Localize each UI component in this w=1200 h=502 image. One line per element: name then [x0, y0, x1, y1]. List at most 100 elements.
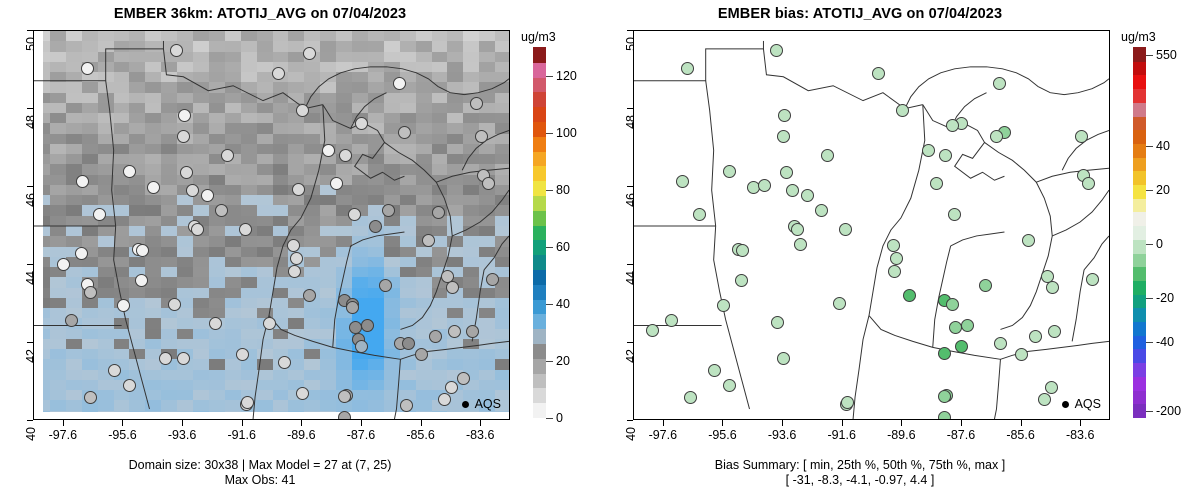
- colorbar-segment: [533, 387, 546, 404]
- raster-cell: [161, 102, 178, 114]
- raster-cell: [320, 82, 337, 94]
- raster-cell: [272, 82, 290, 94]
- raster-cell: [65, 92, 83, 104]
- raster-cell: [320, 328, 337, 340]
- raster-cell: [320, 236, 337, 248]
- raster-cell: [304, 133, 321, 145]
- y-axis-bias: 40 42 44 46 48 50: [600, 30, 638, 441]
- raster-cell: [256, 133, 274, 145]
- observation-point: [1015, 348, 1029, 362]
- raster-cell: [224, 328, 242, 340]
- raster-cell: [161, 51, 178, 63]
- raster-cell: [224, 154, 242, 166]
- raster-cell: [256, 195, 274, 207]
- raster-cell: [193, 246, 210, 258]
- observation-point: [994, 336, 1008, 350]
- raster-cell: [193, 31, 210, 42]
- raster-cell: [113, 349, 131, 361]
- raster-cell: [97, 113, 115, 125]
- raster-cell: [479, 390, 496, 402]
- raster-cell: [113, 226, 131, 237]
- raster-cell: [97, 246, 115, 258]
- raster-cell: [145, 102, 162, 114]
- raster-cell: [415, 277, 433, 289]
- raster-cell: [145, 92, 162, 104]
- raster-cell: [177, 328, 194, 340]
- raster-cell: [383, 133, 401, 145]
- raster-cell: [65, 195, 83, 207]
- raster-cell: [431, 297, 449, 309]
- raster-cell: [272, 31, 290, 42]
- raster-cell: [336, 61, 353, 73]
- raster-cell: [304, 92, 321, 104]
- raster-cell: [367, 338, 385, 350]
- raster-cell: [288, 287, 305, 299]
- observation-point: [793, 237, 807, 251]
- raster-cell: [320, 31, 337, 42]
- aqs-legend-label: AQS: [474, 397, 501, 411]
- observation-point: [456, 371, 470, 385]
- raster-cell: [193, 61, 210, 73]
- raster-cell: [352, 174, 369, 186]
- observation-point: [470, 96, 484, 110]
- raster-cell: [145, 51, 162, 63]
- colorbar-tick: [546, 418, 553, 419]
- raster-cell: [224, 359, 242, 371]
- raster-cell: [208, 82, 226, 94]
- raster-cell: [240, 143, 258, 155]
- raster-cell: [479, 236, 496, 248]
- raster-cell: [161, 308, 178, 320]
- raster-cell: [113, 338, 131, 350]
- raster-cell: [97, 164, 115, 176]
- raster-cell: [97, 123, 115, 135]
- raster-cell: [352, 143, 369, 155]
- raster-cell: [49, 133, 67, 145]
- raster-cell: [272, 205, 290, 217]
- raster-cell: [399, 41, 417, 53]
- raster-cell: [193, 133, 210, 145]
- colorbar-segment: [1133, 129, 1146, 144]
- raster-cell: [304, 277, 321, 289]
- raster-cell: [145, 318, 162, 330]
- raster-cell: [224, 267, 242, 278]
- raster-cell: [129, 51, 146, 63]
- colorbar-segment: [1133, 102, 1146, 117]
- raster-cell: [145, 215, 162, 227]
- raster-cell: [161, 184, 178, 196]
- raster-cell: [177, 390, 194, 402]
- raster-cell: [383, 236, 401, 248]
- raster-cell: [415, 390, 433, 402]
- raster-cell: [65, 102, 83, 114]
- raster-cell: [65, 226, 83, 237]
- colorbar-segment: [533, 77, 546, 93]
- raster-cell: [447, 236, 464, 248]
- raster-cell: [240, 82, 258, 94]
- raster-cell: [479, 246, 496, 258]
- observation-point: [1044, 381, 1058, 395]
- raster-cell: [177, 51, 194, 63]
- colorbar-segment: [1133, 280, 1146, 295]
- raster-cell: [447, 174, 464, 186]
- raster-cell: [193, 184, 210, 196]
- raster-cell: [256, 359, 274, 371]
- raster-cell: [320, 390, 337, 402]
- observation-point: [295, 387, 309, 401]
- raster-cell: [367, 369, 385, 381]
- raster-cell: [479, 195, 496, 207]
- raster-cell: [495, 41, 509, 53]
- raster-cell: [288, 154, 305, 166]
- aqs-legend-label: AQS: [1074, 397, 1101, 411]
- x-tick: [1080, 420, 1082, 426]
- raster-cell: [129, 133, 146, 145]
- raster-cell: [383, 143, 401, 155]
- raster-cell: [399, 308, 417, 320]
- raster-cell: [304, 390, 321, 402]
- x-tick: [480, 420, 482, 426]
- raster-cell: [161, 236, 178, 248]
- raster-cell: [272, 267, 290, 278]
- raster-cell: [256, 164, 274, 176]
- raster-cell: [415, 318, 433, 330]
- raster-cell: [288, 215, 305, 227]
- raster-cell: [463, 72, 480, 83]
- raster-cell: [97, 308, 115, 320]
